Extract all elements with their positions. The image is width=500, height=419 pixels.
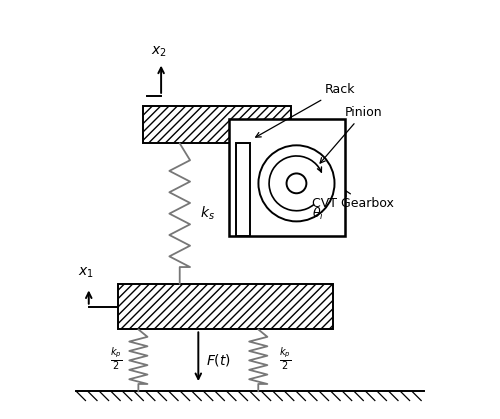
- Text: $x_1$: $x_1$: [78, 265, 94, 280]
- Text: $\theta_i$: $\theta_i$: [312, 206, 324, 222]
- Bar: [142, 106, 292, 143]
- Text: $k_s$: $k_s$: [200, 205, 216, 222]
- Text: Rack: Rack: [256, 83, 355, 137]
- Text: Pinion: Pinion: [320, 106, 382, 163]
- Bar: [230, 119, 345, 236]
- Text: $F(t)$: $F(t)$: [206, 352, 231, 368]
- Text: CVT Gearbox: CVT Gearbox: [312, 191, 394, 210]
- Bar: [118, 284, 332, 329]
- Bar: [236, 143, 250, 236]
- Text: $x_2$: $x_2$: [151, 44, 167, 59]
- Text: $\frac{k_p}{2}$: $\frac{k_p}{2}$: [279, 345, 291, 372]
- Text: $\frac{k_p}{2}$: $\frac{k_p}{2}$: [110, 345, 122, 372]
